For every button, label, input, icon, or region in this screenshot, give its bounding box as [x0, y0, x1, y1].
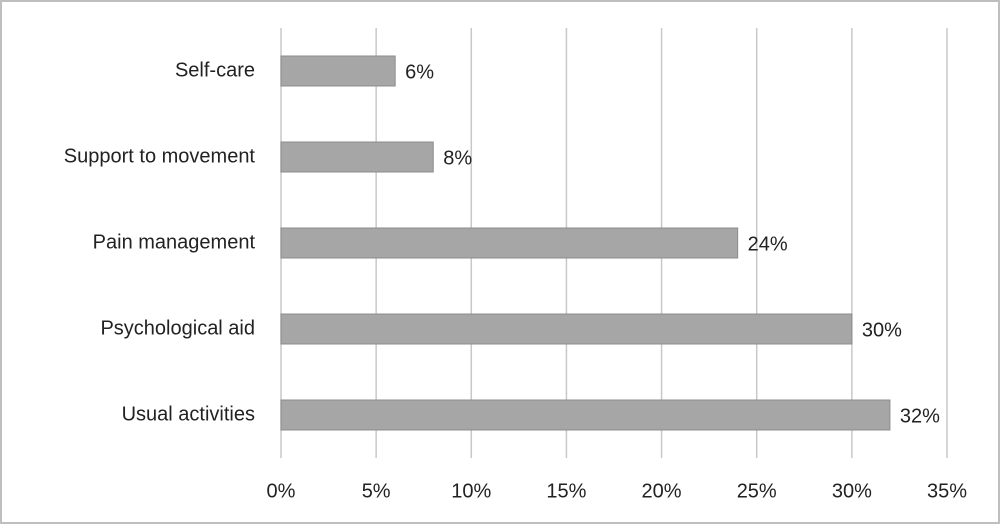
bar: [280, 55, 396, 87]
bar: [280, 227, 739, 259]
value-label: 6%: [405, 61, 434, 83]
y-tick-label: Pain management: [93, 231, 256, 253]
value-label: 32%: [900, 405, 940, 427]
x-tick-label: 30%: [832, 480, 872, 502]
bar: [280, 313, 853, 345]
x-tick-label: 20%: [642, 480, 682, 502]
x-tick-label: 10%: [451, 480, 491, 502]
x-tick-label: 35%: [927, 480, 967, 502]
value-label: 24%: [748, 233, 788, 255]
y-tick-label: Self-care: [175, 59, 255, 81]
bar: [280, 141, 434, 173]
y-tick-label: Psychological aid: [100, 317, 255, 339]
x-tick-label: 25%: [737, 480, 777, 502]
x-tick-label: 15%: [546, 480, 586, 502]
y-tick-label: Support to movement: [64, 145, 256, 167]
value-label: 30%: [862, 319, 902, 341]
x-tick-label: 5%: [362, 480, 391, 502]
value-label: 8%: [443, 147, 472, 169]
y-tick-label: Usual activities: [122, 403, 255, 425]
x-tick-label: 0%: [267, 480, 296, 502]
bar: [280, 399, 891, 431]
